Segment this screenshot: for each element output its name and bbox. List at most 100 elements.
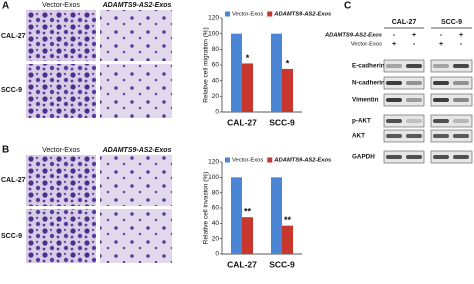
group-label: SCC-9 [441,19,462,26]
group-label: CAL-27 [392,19,417,26]
legend-label: Vector-Exos [232,158,263,164]
legend-swatch [225,157,230,163]
significance-mark: ** [244,207,252,217]
row-label: SCC-9 [1,87,22,94]
bar [282,225,293,254]
band [453,155,469,159]
y-tick-label: 80 [212,189,220,196]
protein-label: E-cadherin [352,63,385,70]
x-tick-label: SCC-9 [269,259,295,269]
micrograph [26,155,96,206]
micrograph [100,64,172,118]
x-tick-label: SCC-9 [269,117,295,127]
band [453,64,469,68]
band [433,134,449,138]
micrograph [26,64,96,118]
micrograph [26,209,96,263]
x-tick-label: CAL-27 [227,259,257,269]
blot-strip [430,76,473,90]
y-tick-label: 20 [212,93,220,100]
band [386,81,402,85]
y-tick-label: 120 [208,15,219,22]
y-tick-label: 40 [212,220,220,227]
panel-label: B [2,145,9,156]
band [406,155,422,159]
band [386,155,402,159]
bar [242,217,253,254]
image-header: ADAMTS9-AS2-Exos [102,147,172,154]
protein-label: Vimentin [352,97,379,104]
bar [231,33,242,112]
blot-strip [383,76,425,90]
condition-sign: - [393,32,396,39]
y-tick-label: 40 [212,77,220,84]
legend-label: ADAMTS9-AS2-Exos [273,158,332,164]
micrograph [100,10,172,61]
y-tick-label: 20 [212,235,220,242]
band [433,119,449,123]
condition-sign: - [440,32,443,39]
condition-sign: + [459,32,463,39]
row-label: CAL-27 [1,33,26,40]
y-tick-label: 60 [212,62,220,69]
blot-strip [430,114,473,128]
micrograph [26,10,96,61]
y-axis-label: Relative cell invasion (%) [203,172,210,245]
blot-strip [383,59,425,73]
y-tick-label: 80 [212,46,220,53]
legend-swatch [267,11,273,17]
band [433,155,449,159]
bar [271,177,282,254]
y-tick-label: 60 [212,205,220,212]
bar [242,63,253,112]
x-tick-label: CAL-27 [227,117,257,127]
band [386,134,402,138]
panel-label: A [2,1,9,12]
row-label: SCC-9 [1,233,22,240]
band [433,81,449,85]
band [453,98,469,102]
blot-strip [430,93,473,107]
band [406,119,422,123]
bar [231,177,242,254]
condition-sign: + [412,32,416,39]
image-header: Vector-Exos [42,2,80,9]
legend-label: Vector-Exos [232,12,263,18]
band [453,81,469,85]
protein-label: p-AKT [352,118,371,125]
y-tick-label: 120 [208,159,219,166]
significance-mark: * [246,53,250,63]
blot-strip [383,93,425,107]
micrograph [100,155,172,206]
blot-strip [383,150,425,164]
legend-swatch [267,157,273,163]
condition-label: Vector-Exos [351,42,382,48]
band [386,64,402,68]
condition-sign: + [392,41,396,48]
condition-sign: + [439,41,443,48]
blot-strip [383,114,425,128]
y-tick-label: 100 [208,30,219,37]
band [433,98,449,102]
panel-label: C [344,1,351,12]
significance-mark: ** [284,215,292,225]
band [406,98,422,102]
y-tick-label: 100 [208,174,219,181]
blot-strip [430,59,473,73]
image-header: Vector-Exos [42,147,80,154]
band [453,134,469,138]
band [406,64,422,68]
band [386,98,402,102]
y-axis-label: Relative cell migration (%) [203,27,210,103]
significance-mark: * [286,58,290,68]
blot-strip [430,129,473,143]
image-header: ADAMTS9-AS2-Exos [102,2,172,9]
y-tick-label: 0 [215,251,219,258]
condition-label: ADAMTS9-AS2-Exos [324,33,383,39]
row-label: CAL-27 [1,177,26,184]
protein-label: AKT [352,133,365,140]
condition-sign: - [413,41,416,48]
band [453,119,469,123]
band [386,119,402,123]
